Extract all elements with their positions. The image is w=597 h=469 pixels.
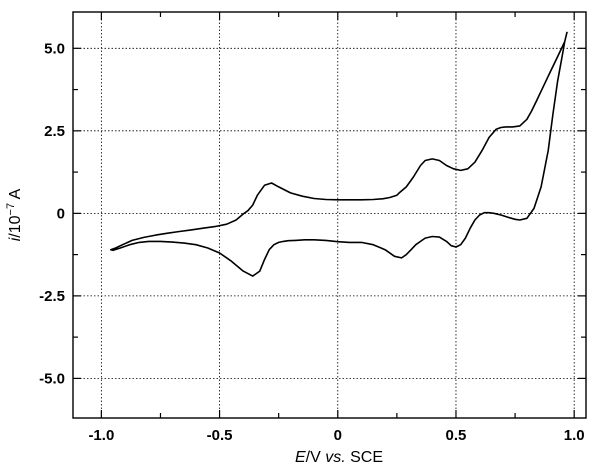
y-tick-label: -5.0 [39, 370, 65, 387]
plot-frame [72, 11, 587, 419]
y-tick-label: 0 [57, 205, 65, 222]
x-tick-label: 1.0 [564, 427, 585, 444]
y-tick-label: -2.5 [39, 288, 65, 305]
x-tick-label: 0 [334, 427, 342, 444]
y-axis-label: i/10−7 A [5, 188, 24, 241]
grid-lines [73, 12, 586, 418]
x-axis-label-italic: E [295, 449, 306, 466]
y-tick-label: 5.0 [44, 40, 65, 57]
x-axis-label: E/V vs. SCE [295, 449, 383, 466]
x-tick-label: 0.5 [446, 427, 467, 444]
x-axis-label-text: /V [306, 449, 326, 466]
x-tick-label: -0.5 [207, 427, 233, 444]
x-axis-label-text2: SCE [346, 449, 383, 466]
y-axis-label-text: /10 [7, 215, 24, 237]
y-tick-label: 2.5 [44, 123, 65, 140]
x-axis-label-italic2: vs. [325, 449, 345, 466]
series-line [110, 31, 568, 277]
y-tick-labels: 5.0 2.5 0 -2.5 -5.0 [39, 40, 65, 387]
x-tick-label: -1.0 [88, 427, 114, 444]
y-axis-label-sup: −7 [5, 203, 17, 216]
x-tick-labels: -1.0 -0.5 0 0.5 1.0 [88, 427, 584, 444]
axis-ticks [73, 12, 586, 418]
y-axis-label-italic: i [7, 237, 24, 241]
y-axis-label-unit: A [7, 188, 24, 203]
